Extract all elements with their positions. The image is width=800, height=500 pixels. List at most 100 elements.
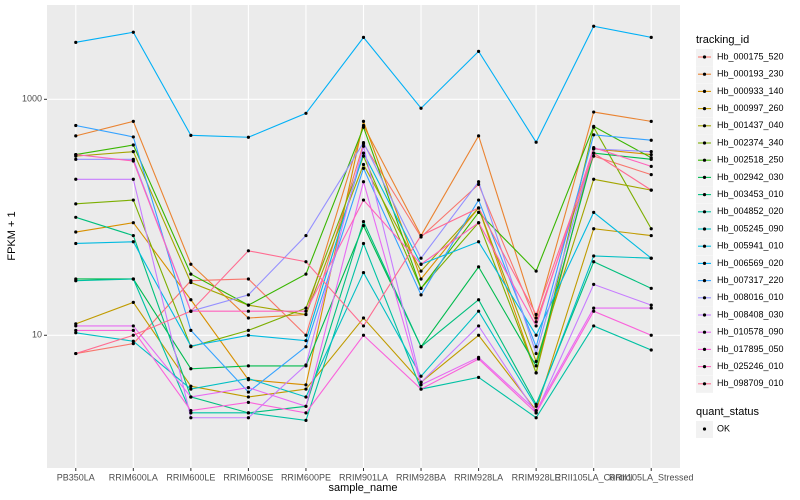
- data-point: [246, 386, 251, 390]
- legend-dot: [702, 158, 707, 162]
- data-point: [361, 224, 366, 228]
- data-point: [419, 374, 423, 378]
- data-point: [361, 316, 366, 320]
- data-point: [534, 316, 538, 320]
- data-point: [304, 339, 308, 343]
- x-tick-label: RRIM600LE: [166, 472, 215, 482]
- legend-dot: [702, 89, 707, 93]
- data-point: [131, 177, 135, 181]
- legend-dot: [702, 175, 707, 179]
- data-point: [649, 348, 653, 352]
- data-point: [592, 309, 596, 313]
- data-point: [131, 300, 135, 304]
- data-point: [74, 328, 78, 332]
- data-point: [131, 342, 135, 346]
- data-point: [304, 418, 308, 422]
- legend-label: Hb_017895_050: [717, 344, 784, 354]
- data-point: [592, 254, 596, 258]
- data-point: [189, 387, 193, 391]
- data-point: [361, 125, 366, 129]
- y-tick-label: 10: [32, 330, 42, 340]
- data-point: [304, 111, 308, 115]
- data-point: [74, 215, 78, 219]
- data-point: [189, 280, 193, 285]
- data-point: [246, 249, 251, 253]
- data-point: [304, 387, 308, 391]
- data-point: [534, 411, 538, 415]
- data-point: [304, 233, 308, 238]
- data-point: [304, 306, 308, 310]
- data-point: [534, 351, 538, 356]
- y-tick-label: 1000: [22, 94, 42, 104]
- legend-label: Hb_007317_220: [717, 275, 784, 285]
- data-point: [304, 363, 308, 367]
- data-point: [246, 416, 251, 420]
- legend-dot: [702, 227, 707, 231]
- data-point: [131, 198, 135, 202]
- legend-label: Hb_000997_260: [717, 103, 784, 113]
- legend-dot: [702, 72, 707, 76]
- data-point: [649, 188, 653, 192]
- data-point: [592, 282, 596, 286]
- data-point: [304, 383, 308, 387]
- data-point: [304, 404, 308, 408]
- x-tick-label: RRIM600LA: [109, 472, 158, 482]
- x-axis-title: sample_name: [328, 482, 397, 494]
- legend-label: Hb_004852_020: [717, 206, 784, 216]
- data-point: [361, 333, 366, 337]
- data-point: [361, 198, 366, 202]
- data-point: [476, 265, 481, 269]
- data-point: [476, 375, 481, 379]
- legend-dot: [702, 313, 707, 317]
- data-point: [246, 135, 251, 139]
- legend-label: Hb_098709_010: [717, 378, 784, 388]
- data-point: [74, 351, 78, 356]
- legend-title: quant_status: [696, 406, 759, 418]
- data-point: [131, 150, 135, 154]
- data-point: [534, 269, 538, 273]
- x-tick-label: RRII105LA_Control: [555, 472, 633, 482]
- data-point: [592, 177, 596, 181]
- data-point: [304, 309, 308, 313]
- data-point: [74, 279, 78, 283]
- data-point: [246, 293, 251, 297]
- x-tick-label: RRIM600PE: [281, 472, 331, 482]
- data-point: [74, 157, 78, 161]
- data-point: [361, 219, 366, 224]
- legend-label: Hb_001437_040: [717, 120, 784, 130]
- data-point: [476, 49, 481, 53]
- data-point: [361, 151, 366, 155]
- data-point: [419, 293, 423, 297]
- data-point: [246, 395, 251, 399]
- legend-dot: [702, 279, 707, 283]
- data-point: [131, 339, 135, 343]
- data-point: [534, 404, 538, 408]
- data-point: [419, 387, 423, 391]
- data-point: [476, 198, 481, 202]
- data-point: [649, 150, 653, 154]
- data-point: [131, 240, 135, 244]
- legend-label: Hb_002942_030: [717, 172, 784, 182]
- x-tick-label: RRII105LA_Stressed: [609, 472, 694, 482]
- data-point: [476, 134, 481, 138]
- legend-label: Hb_002518_250: [717, 155, 784, 165]
- data-point: [246, 277, 251, 281]
- data-point: [304, 260, 308, 264]
- data-point: [592, 151, 596, 155]
- data-point: [649, 119, 653, 123]
- data-point: [476, 206, 481, 210]
- data-point: [189, 272, 193, 276]
- data-point: [419, 233, 423, 238]
- legend-dot: [702, 141, 707, 145]
- data-point: [74, 230, 78, 234]
- data-point: [361, 35, 366, 39]
- data-point: [592, 133, 596, 137]
- data-point: [189, 328, 193, 332]
- data-point: [74, 123, 78, 128]
- data-point: [649, 35, 653, 39]
- data-point: [189, 367, 193, 371]
- data-point: [649, 227, 653, 231]
- legend-dot: [702, 427, 707, 431]
- data-point: [304, 411, 308, 415]
- data-point: [476, 180, 481, 184]
